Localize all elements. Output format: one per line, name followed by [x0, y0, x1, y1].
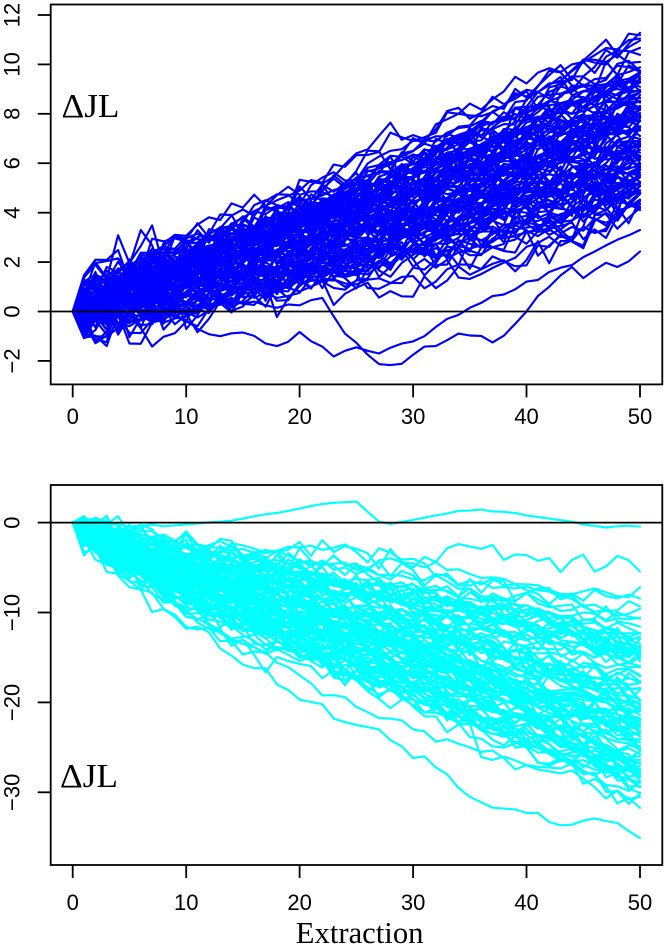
svg-text:ΔJL: ΔJL — [60, 758, 118, 795]
svg-text:−2: −2 — [0, 348, 25, 373]
svg-text:0: 0 — [0, 305, 25, 317]
svg-text:6: 6 — [0, 157, 25, 169]
svg-text:50: 50 — [628, 404, 652, 429]
svg-text:10: 10 — [0, 52, 25, 76]
svg-text:20: 20 — [287, 404, 311, 429]
svg-text:ΔJL: ΔJL — [62, 88, 120, 125]
svg-text:10: 10 — [174, 404, 198, 429]
svg-text:10: 10 — [174, 890, 198, 915]
svg-text:Extraction: Extraction — [296, 916, 424, 947]
svg-text:4: 4 — [0, 207, 25, 219]
svg-text:20: 20 — [287, 890, 311, 915]
svg-text:8: 8 — [0, 108, 25, 120]
svg-text:−20: −20 — [0, 684, 25, 721]
svg-text:0: 0 — [67, 404, 79, 429]
svg-text:30: 30 — [401, 404, 425, 429]
svg-text:50: 50 — [628, 890, 652, 915]
svg-text:−10: −10 — [0, 594, 25, 631]
svg-text:40: 40 — [514, 404, 538, 429]
svg-text:30: 30 — [401, 890, 425, 915]
svg-text:−30: −30 — [0, 774, 25, 811]
svg-text:2: 2 — [0, 256, 25, 268]
svg-text:0: 0 — [67, 890, 79, 915]
svg-text:0: 0 — [0, 516, 25, 528]
svg-text:40: 40 — [514, 890, 538, 915]
svg-text:12: 12 — [0, 3, 25, 27]
